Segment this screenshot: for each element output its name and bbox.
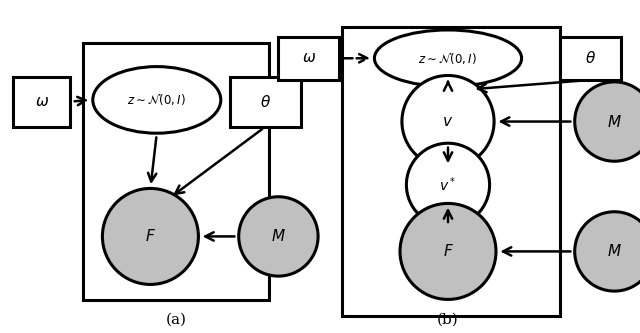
Bar [83, 43, 269, 300]
Bar [278, 37, 339, 80]
Text: $\omega$: $\omega$ [301, 51, 316, 65]
Ellipse shape [374, 30, 522, 87]
Bar [342, 27, 560, 316]
Ellipse shape [93, 67, 221, 133]
Text: $M$: $M$ [607, 243, 622, 259]
Text: $z \sim \mathcal{N}(0,I)$: $z \sim \mathcal{N}(0,I)$ [127, 92, 186, 108]
Ellipse shape [400, 203, 496, 299]
Bar [230, 77, 301, 127]
Text: $M$: $M$ [607, 114, 622, 130]
Ellipse shape [239, 197, 318, 276]
Bar [560, 37, 621, 80]
Text: (a): (a) [166, 313, 186, 327]
Ellipse shape [575, 212, 640, 291]
Text: $v^*$: $v^*$ [440, 175, 456, 194]
Ellipse shape [406, 143, 490, 226]
Ellipse shape [575, 82, 640, 161]
Text: $F$: $F$ [145, 228, 156, 244]
Text: $z \sim \mathcal{N}(0,I)$: $z \sim \mathcal{N}(0,I)$ [419, 51, 477, 66]
Text: $M$: $M$ [271, 228, 286, 244]
Bar [13, 77, 70, 127]
Text: $F$: $F$ [442, 243, 454, 259]
Text: $\omega$: $\omega$ [35, 95, 49, 109]
Text: (b): (b) [437, 313, 459, 327]
Text: $\theta$: $\theta$ [585, 50, 596, 66]
Text: $v$: $v$ [442, 115, 454, 129]
Text: $\theta$: $\theta$ [260, 94, 271, 110]
Ellipse shape [102, 188, 198, 284]
Ellipse shape [402, 76, 494, 167]
